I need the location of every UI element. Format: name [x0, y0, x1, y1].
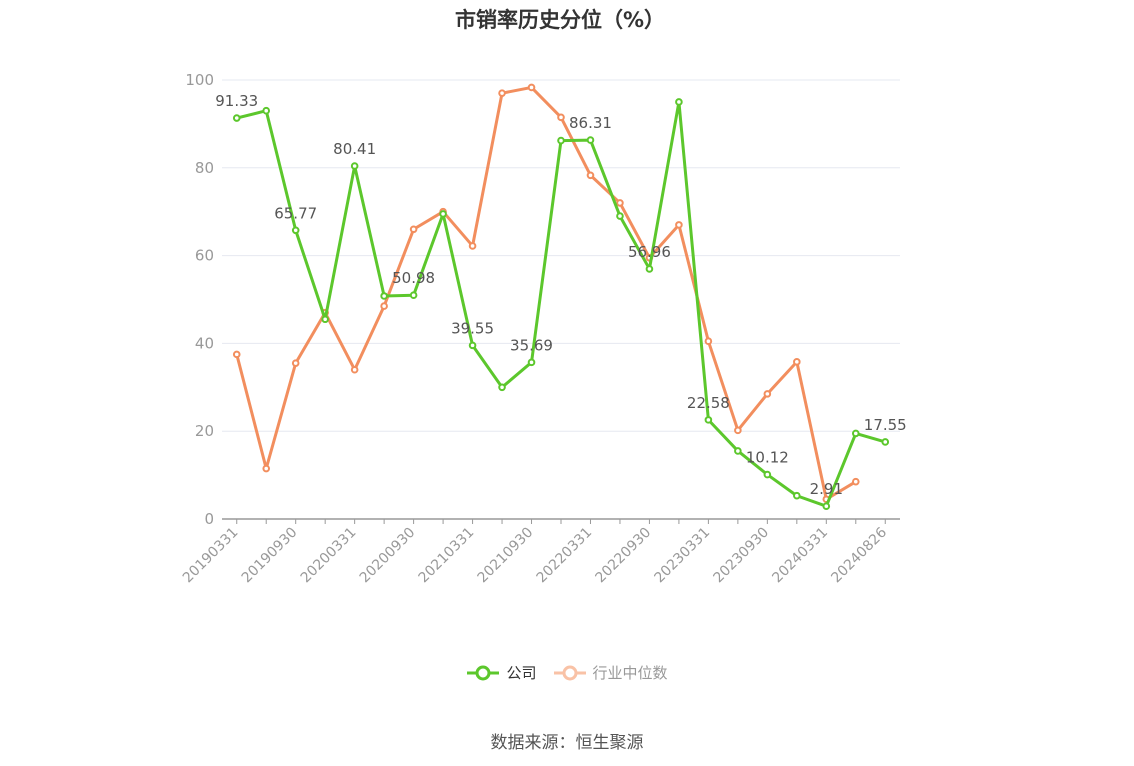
data-label: 39.55 — [451, 319, 494, 337]
y-tick-label: 40 — [195, 334, 214, 352]
data-labels: 91.33 65.77 80.41 50.98 39.55 35.69 86.31 56.96… — [215, 92, 906, 498]
data-point-company — [439, 210, 447, 218]
y-tick-label: 20 — [195, 422, 214, 440]
x-tick-label: 20220930 — [593, 525, 655, 587]
x-tick-label: 20230331 — [652, 525, 714, 587]
y-tick-label: 60 — [195, 247, 214, 265]
data-point-company — [321, 315, 329, 324]
legend-item-industry-median[interactable]: 行业中位数 — [553, 662, 668, 683]
data-point-industry-median — [232, 350, 241, 359]
data-label: 80.41 — [333, 140, 376, 158]
data-point-company — [409, 291, 418, 299]
x-tick-label: 20220331 — [534, 525, 596, 587]
y-tick-label: 80 — [195, 159, 214, 177]
data-point-company — [586, 136, 595, 144]
data-point-industry-median — [262, 464, 271, 473]
data-point-company — [616, 212, 624, 220]
data-point-industry-median — [557, 113, 565, 122]
data-point-company — [763, 470, 772, 479]
y-axis: 0 20 40 60 80 100 — [185, 71, 214, 528]
data-point-industry-median — [675, 221, 683, 229]
data-point-company — [380, 292, 388, 300]
data-label: 86.31 — [569, 114, 612, 132]
data-point-industry-median — [704, 337, 713, 346]
legend-item-company[interactable]: 公司 — [466, 662, 537, 683]
data-point-industry-median — [527, 83, 536, 92]
data-point-company — [822, 502, 831, 511]
x-tick-label: 20210331 — [416, 525, 478, 587]
data-point-industry-median — [793, 358, 801, 366]
data-label: 2.91 — [810, 480, 843, 498]
chart-title: 市销率历史分位（%） — [454, 8, 666, 32]
data-label: 10.12 — [746, 449, 789, 467]
x-tick-label: 20240826 — [828, 524, 890, 586]
data-label: 91.33 — [215, 92, 258, 110]
data-point-company — [350, 162, 359, 170]
y-tick-label: 100 — [185, 71, 214, 89]
x-tick-label: 20190930 — [239, 525, 301, 587]
data-point-company — [645, 265, 654, 273]
data-point-company — [262, 106, 271, 115]
data-point-company — [468, 341, 477, 350]
data-point-industry-median — [851, 477, 860, 486]
data-point-company — [291, 226, 300, 235]
legend-industry-marker-icon — [553, 665, 586, 680]
source-note: 数据来源：恒生聚源 — [490, 733, 644, 753]
data-point-company — [498, 383, 506, 392]
data-point-industry-median — [468, 242, 477, 250]
series-group — [232, 83, 890, 511]
data-point-company — [851, 429, 860, 438]
legend: 公司 行业中位数 — [0, 662, 1134, 683]
data-label: 56.96 — [628, 243, 671, 261]
series-line-company — [236, 100, 886, 508]
data-point-company — [232, 114, 241, 122]
x-tick-label: 20240331 — [769, 525, 831, 587]
y-tick-label: 0 — [204, 510, 214, 528]
legend-company-marker-icon — [467, 665, 500, 680]
data-point-company — [527, 358, 536, 367]
x-tick-label: 20210930 — [475, 525, 537, 587]
x-tick-label: 20200930 — [357, 525, 419, 587]
data-point-industry-median — [616, 199, 624, 207]
data-label: 50.98 — [392, 269, 435, 287]
legend-company-label: 公司 — [506, 664, 537, 682]
data-point-company — [793, 491, 801, 500]
data-point-industry-median — [291, 359, 300, 367]
x-tick-label: 20200331 — [298, 525, 360, 587]
data-point-industry-median — [763, 390, 772, 398]
x-tick-label: 20190331 — [180, 525, 242, 587]
data-label: 35.69 — [510, 336, 553, 354]
data-point-industry-median — [350, 365, 359, 374]
data-point-industry-median — [380, 302, 388, 310]
x-tick-label: 20230930 — [710, 525, 772, 587]
data-label: 65.77 — [274, 204, 317, 222]
series-line-industry-median — [235, 85, 857, 501]
x-axis: 2019033120190930202003312020093020210331… — [180, 518, 900, 587]
data-point-company — [734, 447, 742, 455]
data-label: 17.55 — [864, 416, 907, 434]
data-point-industry-median — [586, 171, 595, 180]
data-point-company — [675, 98, 683, 106]
data-point-company — [704, 416, 713, 424]
data-point-company — [557, 136, 565, 145]
data-point-industry-median — [409, 225, 418, 234]
data-point-company — [881, 438, 890, 446]
grid-lines — [222, 79, 900, 432]
legend-industry-label: 行业中位数 — [592, 664, 668, 682]
data-label: 22.58 — [687, 394, 730, 412]
data-point-industry-median — [734, 426, 742, 435]
data-point-industry-median — [498, 89, 506, 97]
